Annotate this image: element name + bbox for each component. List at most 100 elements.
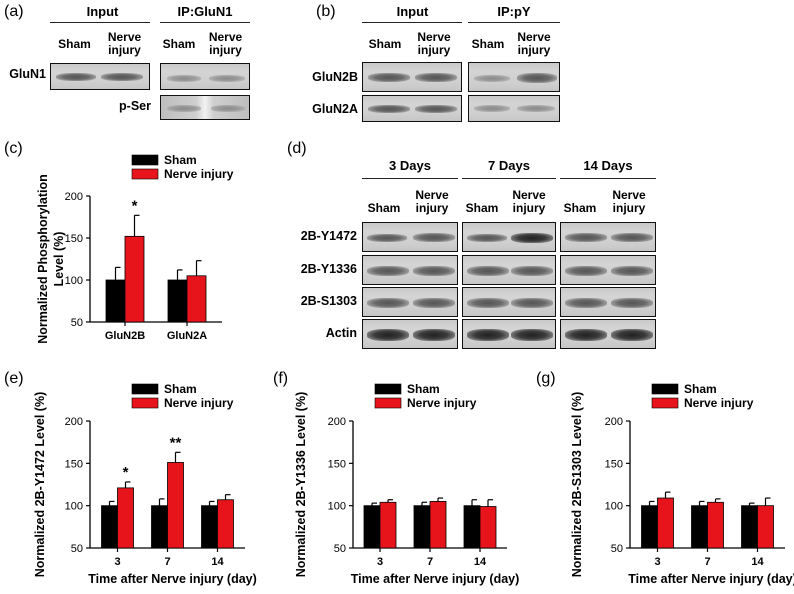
blot-band — [511, 329, 553, 341]
blot-band — [413, 298, 455, 308]
legend-swatch-nerve-injury — [651, 397, 679, 409]
lane-label-injury: Nerve injury — [417, 30, 451, 57]
significance-marker: * — [123, 464, 129, 481]
legend-label-sham: Sham — [164, 382, 197, 396]
legend-swatch-nerve-injury — [374, 397, 402, 409]
header-ip-b: IP:pY — [497, 4, 531, 19]
blot-band — [167, 75, 201, 82]
x-tick-label: 3 — [654, 556, 660, 568]
y-axis-title: Normalized 2B-S1303 Level (%) — [570, 392, 584, 578]
y-tick-label: 200 — [65, 191, 83, 203]
blot-band — [367, 234, 407, 242]
bar-nerve-injury — [379, 501, 397, 549]
panel-label-g: (g) — [536, 370, 556, 387]
y-axis-title: Normalized 2B-Y1472 Level (%) — [33, 392, 47, 578]
y-tick-label: 50 — [611, 543, 623, 555]
row-label-glun2b: GluN2B — [312, 70, 358, 84]
blot-glun2a-ip — [468, 95, 560, 122]
y-tick-label: 100 — [65, 501, 83, 513]
y-tick-label: 100 — [328, 501, 346, 513]
blot-band — [413, 329, 455, 341]
lane-label-sham: Sham — [563, 201, 597, 215]
panel-label-a: (a) — [4, 3, 24, 20]
blot-band — [611, 233, 653, 242]
blot-band — [415, 73, 457, 82]
x-tick-label: 7 — [164, 556, 170, 568]
x-tick-label: 7 — [427, 556, 433, 568]
x-axis-title: Time after Nerve injury (day) — [628, 572, 794, 586]
row-label-s1303: 2B-S1303 — [300, 294, 357, 308]
y-tick-label: 50 — [71, 543, 83, 555]
bar-nerve-injury — [167, 462, 184, 549]
x-axis-title: Time after Nerve injury (day) — [88, 572, 257, 586]
blot-glun1-input — [50, 63, 150, 90]
panel-label-f: (f) — [273, 370, 289, 387]
x-tick-label: 3 — [377, 556, 383, 568]
blot-band — [368, 105, 410, 113]
header-ip-a: IP:GluN1 — [177, 4, 233, 19]
x-tick-label: GluN2B — [105, 330, 145, 342]
blot-band — [517, 73, 557, 83]
blot-band — [611, 329, 653, 341]
row-label-y1336: 2B-Y1336 — [300, 262, 357, 276]
blot-band — [56, 73, 96, 81]
blot-band — [565, 266, 607, 276]
blot-y1472-3d — [362, 222, 458, 252]
blot-band — [367, 329, 409, 341]
x-tick-label: 14 — [474, 556, 487, 568]
bar-nerve-injury — [707, 501, 724, 549]
y-tick-label: 150 — [65, 233, 83, 245]
blot-band — [413, 233, 455, 242]
header-underline — [560, 178, 656, 179]
blot-y1472-7d — [462, 222, 556, 252]
blot-band — [211, 105, 245, 112]
blot-pser-ip — [160, 95, 250, 120]
panel-label-d: (d) — [287, 140, 307, 157]
blot-band — [367, 298, 409, 308]
y-axis-title: Normalized Phosphorylation — [36, 174, 50, 343]
y-tick-label: 150 — [328, 458, 346, 470]
y-tick-label: 150 — [65, 458, 83, 470]
row-label-glun1: GluN1 — [9, 67, 46, 81]
blot-s1303-14d — [560, 287, 656, 317]
significance-marker: ** — [170, 434, 182, 451]
blot-actin-14d — [560, 319, 656, 349]
blot-band — [511, 233, 553, 243]
blot-actin-7d — [462, 319, 556, 349]
y-tick-label: 100 — [605, 501, 623, 513]
blot-s1303-7d — [462, 287, 556, 317]
header-14days: 14 Days — [583, 158, 633, 173]
bar-sham — [101, 505, 118, 549]
blot-band — [565, 233, 607, 242]
panel-label-c: (c) — [4, 140, 23, 157]
y-tick-label: 200 — [328, 416, 346, 428]
lane-label-sham: Sham — [58, 37, 91, 51]
blot-y1336-7d — [462, 255, 556, 285]
bar-sham — [413, 505, 431, 549]
bar-sham — [741, 505, 758, 549]
header-underline — [362, 22, 462, 23]
lane-label-sham: Sham — [368, 37, 402, 51]
bar-nerve-injury — [657, 497, 674, 549]
bar-nerve-injury — [429, 501, 447, 549]
header-input-a: Input — [86, 4, 119, 19]
blot-actin-3d — [362, 319, 458, 349]
legend-swatch-sham — [131, 383, 159, 395]
blot-band — [511, 298, 553, 308]
lane-label-injury: Nerve injury — [107, 30, 142, 57]
lane-label-sham: Sham — [162, 37, 196, 51]
blot-band — [611, 266, 653, 276]
legend-label-nerve-injury: Nerve injury — [164, 167, 234, 181]
bar-nerve-injury — [124, 235, 145, 323]
blot-band — [611, 298, 653, 308]
blot-glun2b-ip — [468, 62, 560, 92]
blot-y1336-14d — [560, 255, 656, 285]
lane-label-injury: Nerve injury — [512, 188, 546, 215]
header-7days: 7 Days — [488, 158, 530, 173]
legend-label-sham: Sham — [164, 153, 197, 167]
